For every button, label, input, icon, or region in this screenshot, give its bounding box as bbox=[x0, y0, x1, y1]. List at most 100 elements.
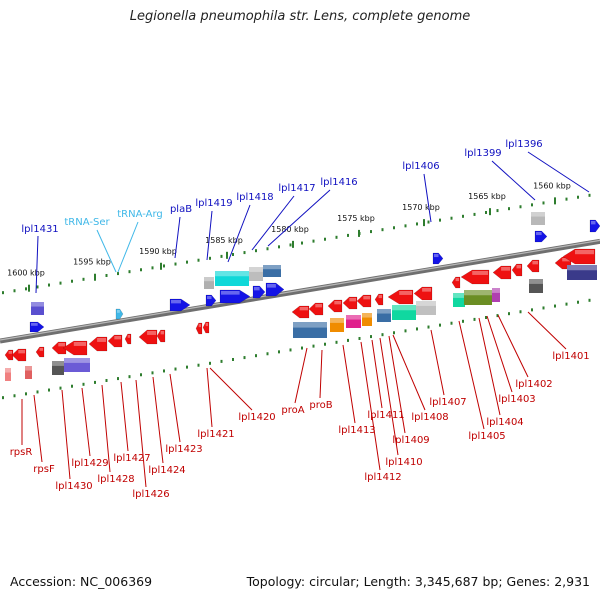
gene-label-lpl1428-leader bbox=[101, 384, 111, 473]
reverse-gene-arrow bbox=[35, 346, 45, 358]
scale-track-top-tick bbox=[163, 264, 165, 268]
gene-label-lpl1430-leader bbox=[61, 389, 71, 480]
forward-gene-arrow-shine bbox=[254, 287, 260, 291]
scale-track-bottom-tick bbox=[312, 344, 315, 348]
scale-track-top-tick bbox=[473, 212, 476, 216]
gene-label-lpl1413-leader bbox=[342, 344, 356, 424]
forward-gene-box-shine bbox=[31, 302, 44, 307]
reverse-gene-arrow bbox=[11, 348, 27, 362]
gene-label-trna-ser: tRNA-Ser bbox=[64, 217, 110, 228]
scale-track-bottom-tick bbox=[117, 377, 119, 381]
reverse-gene-arrow bbox=[88, 336, 108, 352]
reverse-gene-arrow-shine bbox=[73, 342, 86, 346]
scale-track-top-tick bbox=[105, 273, 108, 277]
forward-gene-arrow-shine bbox=[207, 296, 212, 300]
scale-track-bottom-tick bbox=[358, 336, 361, 340]
reverse-gene-arrow bbox=[387, 289, 414, 305]
gene-label-lpl1417: lpl1417 bbox=[278, 183, 315, 194]
reverse-gene-arrow bbox=[107, 334, 123, 348]
gene-label-proa-leader bbox=[294, 347, 308, 404]
reverse-gene-arrow-shine bbox=[532, 261, 538, 265]
reverse-gene-arrow-shine bbox=[363, 296, 370, 300]
scale-label: 1565 kbp bbox=[468, 192, 506, 201]
forward-gene-box bbox=[204, 277, 214, 289]
gene-label-lpl1421: lpl1421 bbox=[197, 429, 234, 440]
scale-track-top-tick bbox=[427, 220, 430, 224]
reverse-gene-box bbox=[330, 318, 344, 332]
reverse-gene-arrow bbox=[327, 299, 343, 313]
reverse-gene-arrow bbox=[511, 263, 523, 277]
reverse-gene-box-shine bbox=[346, 315, 361, 320]
reverse-gene-box bbox=[64, 358, 90, 372]
reverse-gene-box bbox=[529, 279, 543, 293]
forward-gene-arrow bbox=[29, 321, 45, 333]
reverse-gene-arrow bbox=[124, 333, 132, 345]
scale-track-bottom-tick bbox=[209, 361, 211, 365]
gene-label-lpl1423: lpl1423 bbox=[165, 444, 202, 455]
forward-gene-arrow-shine bbox=[434, 254, 439, 258]
scale-label: 1600 kbp bbox=[7, 269, 45, 278]
scale-track-top-tick bbox=[48, 283, 50, 287]
scale-track-bottom-tick bbox=[140, 373, 142, 377]
reverse-gene-arrow-shine bbox=[575, 250, 594, 255]
reverse-gene-arrow bbox=[195, 322, 203, 335]
scale-label: 1595 kbp bbox=[73, 258, 111, 267]
scale-track-top-tick bbox=[301, 241, 303, 245]
reverse-gene-arrow-shine bbox=[334, 301, 341, 305]
scale-track-top-tick bbox=[519, 205, 522, 209]
reverse-gene-arrow bbox=[356, 294, 372, 308]
reverse-gene-box-shine bbox=[52, 361, 64, 366]
scale-track-top-tick bbox=[404, 224, 407, 228]
gene-label-lpl1406-leader bbox=[423, 173, 432, 223]
reverse-gene-arrow-shine bbox=[127, 335, 130, 338]
gene-label-lpl1424-leader bbox=[152, 376, 164, 464]
gene-label-prob: proB bbox=[309, 400, 332, 411]
forward-gene-box bbox=[31, 302, 44, 315]
gene-label-plab-leader bbox=[174, 216, 181, 259]
scale-track-bottom-tick bbox=[439, 323, 441, 327]
scale-track-top-tick bbox=[439, 218, 441, 222]
scale-track-bottom-tick bbox=[335, 340, 338, 344]
scale-track-bottom-tick bbox=[71, 384, 73, 388]
gene-label-lpl1418-leader bbox=[227, 204, 251, 263]
scale-track-top-tick bbox=[370, 230, 372, 234]
scale-track-bottom-tick bbox=[82, 382, 85, 386]
scale-track-bottom-tick bbox=[496, 314, 499, 318]
reverse-gene-box-shine bbox=[453, 293, 465, 298]
forward-gene-arrow-shine bbox=[31, 323, 38, 326]
reverse-gene-arrow bbox=[291, 305, 310, 319]
scale-track-bottom-tick bbox=[94, 380, 96, 384]
scale-label: 1575 kbp bbox=[337, 214, 375, 223]
forward-gene-box bbox=[531, 212, 545, 225]
gene-label-lpl1411: lpl1411 bbox=[367, 410, 404, 421]
scale-track-bottom-tick bbox=[59, 386, 62, 390]
gene-label-lpl1423-leader bbox=[169, 373, 181, 443]
gene-label-lpl1421-leader bbox=[206, 367, 213, 428]
gene-label-lpl1404-leader bbox=[478, 317, 501, 416]
scale-track-top-tick bbox=[71, 279, 73, 283]
scale-track-bottom-tick bbox=[462, 319, 464, 323]
reverse-gene-arrow bbox=[413, 286, 433, 301]
scale-track-top-tick bbox=[266, 247, 269, 251]
reverse-gene-box-shine bbox=[392, 305, 416, 311]
scale-track-top-tick bbox=[117, 272, 119, 276]
gene-label-plab: plaB bbox=[170, 204, 192, 215]
scale-track-bottom-tick bbox=[232, 357, 234, 361]
reverse-gene-arrow-shine bbox=[349, 298, 356, 302]
scale-track-bottom-tick bbox=[347, 338, 349, 342]
reverse-gene-box-shine bbox=[330, 318, 344, 323]
reverse-gene-box-shine bbox=[377, 309, 391, 314]
gene-label-lpl1416-leader bbox=[267, 189, 331, 247]
reverse-gene-arrow bbox=[562, 248, 596, 265]
scale-track-bottom-tick bbox=[427, 325, 430, 329]
reverse-gene-arrow bbox=[138, 329, 158, 345]
scale-major-tick bbox=[28, 284, 30, 292]
scale-track-bottom-tick bbox=[542, 306, 545, 310]
gene-label-lpl1427-leader bbox=[120, 381, 129, 452]
gene-label-trna-ser-leader bbox=[96, 229, 117, 273]
scale-track-bottom-tick bbox=[301, 346, 303, 350]
trna-arrow bbox=[115, 308, 124, 320]
gene-label-lpl1403: lpl1403 bbox=[498, 394, 535, 405]
forward-gene-arrow bbox=[589, 219, 600, 233]
topology-text: Topology: circular; Length: 3,345,687 bp… bbox=[246, 574, 590, 589]
